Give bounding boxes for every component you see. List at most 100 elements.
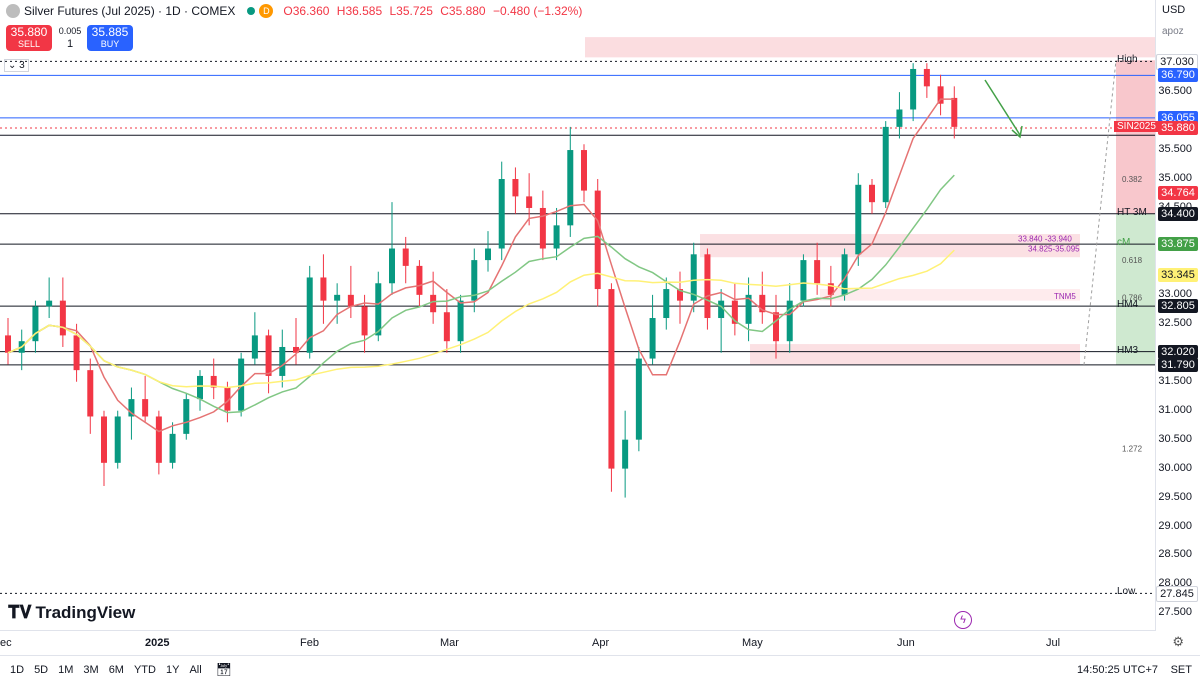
price-tick: 35.500 [1158,143,1192,156]
price-tick: 30.000 [1158,461,1192,474]
candle-body [251,335,258,359]
demand-zone [750,344,1080,365]
candle-body [869,184,875,203]
candle-body [937,86,944,104]
candle-body [320,277,327,301]
symbol-title[interactable]: Silver Futures (Jul 2025) · 1D · COMEX [24,4,236,18]
session-label[interactable]: SET [1170,664,1192,676]
candle-body [224,387,231,411]
price-tick: 36.500 [1158,85,1192,98]
candle-body [169,433,176,463]
clock-readout[interactable]: 14:50:25 UTC+7 [1076,664,1158,676]
zone-1-label: 33.840 -33.940 [1018,235,1072,244]
price-tag-label: HT 3M [1117,206,1147,218]
candle-body [443,312,450,342]
candle-body [677,289,683,301]
candle-body [238,358,245,411]
candle-body [210,375,217,388]
time-label: Apr [592,637,610,649]
time-label: Feb [300,637,319,649]
price-tag: 35.880 [1158,121,1198,136]
chart-plot-area[interactable]: 0.382 0.618 0.786 1.272 33.840 -33.94034.825… [0,0,1156,630]
candle-body [786,300,793,342]
candle-body [814,260,821,284]
candle-body [718,300,725,319]
indicators-toggle[interactable]: ⌄ 3 [4,59,29,72]
short-position-risk-zone [1116,60,1156,214]
candle-body [704,254,711,319]
chart-header: Silver Futures (Jul 2025) · 1D · COMEX D… [0,0,586,22]
axis-settings-icon[interactable]: ⚙ [1172,634,1184,649]
price-tick: 35.000 [1158,172,1192,184]
scale-mode[interactable]: apoz [1162,26,1184,37]
candle-body [594,190,601,290]
range-button[interactable]: 1M [58,664,74,676]
calendar-icon[interactable]: 📅︎ [215,662,233,677]
range-button[interactable]: 6M [108,664,124,676]
sell-price: 35.880 [10,25,48,39]
ohlc-open: O36.360 [283,4,330,18]
candle-body [635,358,642,440]
range-button[interactable]: YTD [133,664,156,676]
quantity-value[interactable]: 1 [66,38,74,50]
bottom-toolbar: 1D 5D 1M 3M 6M YTD 1Y All 📅︎ 14:50:25 UTC+7 SET [0,655,1200,684]
buy-button[interactable]: 35.885 BUY [87,25,133,51]
candle-body [389,248,395,284]
ohlc-low: L35.725 [389,4,433,18]
candle-body [142,399,149,417]
candle-body [306,277,313,353]
arrow-head-icon [1011,125,1023,139]
price-tag: 33.345 [1158,267,1198,282]
candle-body [512,179,519,197]
price-tick: 29.500 [1158,490,1192,503]
price-tick: 33.000 [1158,287,1192,300]
candle-body [128,399,135,417]
spread-box: 0.005 1 [56,25,84,51]
time-label: Jul [1046,637,1061,649]
candle-body [101,416,107,463]
ohlc-high: H36.585 [336,4,383,18]
candle-body [910,68,917,110]
candle-body [622,439,629,469]
candle-body [265,335,272,376]
ohlc-close: C35.880 [440,4,486,18]
candle-body [759,294,766,313]
range-button[interactable]: All [189,664,202,676]
candle-body [32,306,39,342]
price-tick: 29.000 [1158,519,1192,532]
price-tag: 27.845 [1156,586,1198,603]
candle-body [114,416,121,463]
buy-label: BUY [100,39,120,49]
price-axis[interactable]: USD apoz 37.00036.50035.50035.00034.5003… [1155,0,1200,630]
candle-body [526,196,533,208]
price-tag-label: Low [1117,586,1136,598]
tnm-label: TNM5 [1054,292,1076,301]
chevron-down-icon: ⌄ [8,60,17,71]
lightning-icon[interactable]: ϟ [954,611,972,629]
sell-button[interactable]: 35.880 SELL [6,25,52,51]
candle-body [773,312,779,342]
time-label: 2025 [145,637,170,649]
time-axis[interactable]: ec 2025 Feb Mar Apr May Jun Jul [0,630,1156,655]
currency-select[interactable]: USD [1162,4,1186,16]
candle-body [827,283,834,295]
price-tag: 36.790 [1158,68,1198,83]
sell-label: SELL [17,39,41,49]
fib-1272-label: 1.272 [1122,444,1143,453]
price-tick: 32.500 [1158,316,1192,329]
range-button[interactable]: 1Y [165,664,180,676]
candle-body [539,207,546,249]
price-tick: 28.500 [1158,548,1192,561]
range-button[interactable]: 5D [34,664,49,676]
fib-connector [1083,60,1117,365]
ma-slow-line [7,249,955,389]
price-tag: 31.790 [1158,357,1198,372]
tradingview-logo: 𝐓𝐕 TradingView [8,602,135,623]
candle-body [59,300,66,336]
spread-value: 0.005 [58,26,82,36]
candle-body [649,318,656,359]
range-button[interactable]: 3M [83,664,99,676]
candle-body [361,306,368,336]
range-button[interactable]: 1D [10,664,25,676]
candle-body [471,260,478,301]
